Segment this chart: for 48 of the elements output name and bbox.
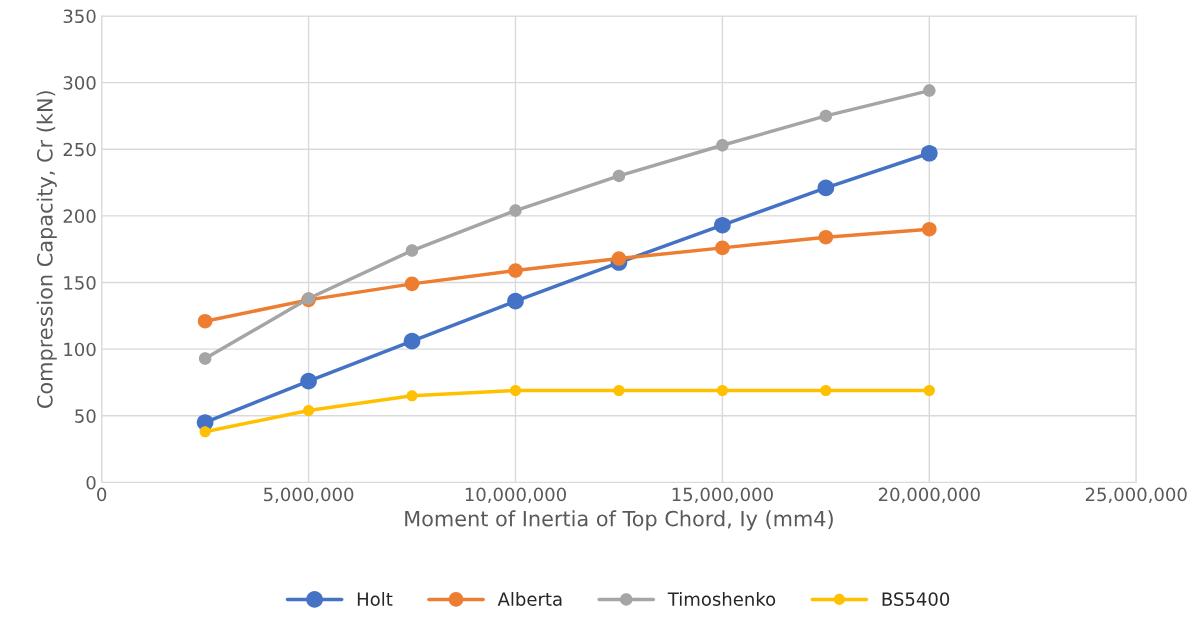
y-tick-label: 150	[64, 275, 96, 290]
point	[820, 384, 832, 397]
point	[509, 384, 522, 397]
point	[508, 263, 523, 278]
point	[403, 332, 421, 350]
y-tick-label: 350	[63, 9, 96, 24]
legend-label: Holt	[357, 591, 393, 606]
point	[507, 292, 524, 310]
y-axis-title: Compression Capacity, Cr (kN)	[36, 91, 57, 408]
legend-label: BS5400	[882, 592, 950, 606]
y-tick-label: 50	[75, 409, 96, 423]
point	[198, 352, 212, 365]
y-tick-label: 100	[64, 342, 96, 357]
legend-label: Alberta	[497, 591, 562, 606]
x-tick-label: 0	[97, 487, 107, 502]
point	[406, 390, 418, 402]
y-tick-label: 200	[63, 209, 96, 224]
point	[612, 169, 626, 183]
x-tick-label: 5,000,000	[264, 487, 354, 504]
point	[404, 276, 420, 292]
point	[818, 229, 834, 245]
point	[817, 179, 835, 197]
x-axis-title: Moment of Inertia of Top Chord, Iy (mm4)	[405, 510, 833, 531]
x-tick-label: 15,000,000	[672, 487, 773, 504]
point	[923, 84, 936, 97]
x-tick-label: 10,000,000	[465, 487, 566, 504]
point	[303, 404, 315, 417]
point	[300, 372, 317, 390]
point	[716, 384, 728, 397]
y-tick-label: 300	[63, 76, 96, 90]
y-tick-label: 250	[63, 142, 96, 157]
point	[199, 426, 211, 438]
point	[819, 109, 833, 123]
point	[923, 384, 935, 397]
point	[715, 240, 730, 256]
point	[714, 216, 731, 234]
point	[920, 144, 938, 162]
point	[613, 384, 625, 397]
point	[509, 204, 522, 217]
y-tick-label: 0	[86, 475, 96, 490]
x-tick-label: 25,000,000	[1085, 487, 1187, 504]
point	[405, 244, 419, 257]
legend-label: Timoshenko	[667, 591, 776, 606]
x-tick-label: 20,000,000	[878, 487, 980, 504]
point	[922, 221, 937, 237]
point	[611, 251, 627, 266]
point	[716, 139, 729, 152]
point	[197, 313, 213, 329]
